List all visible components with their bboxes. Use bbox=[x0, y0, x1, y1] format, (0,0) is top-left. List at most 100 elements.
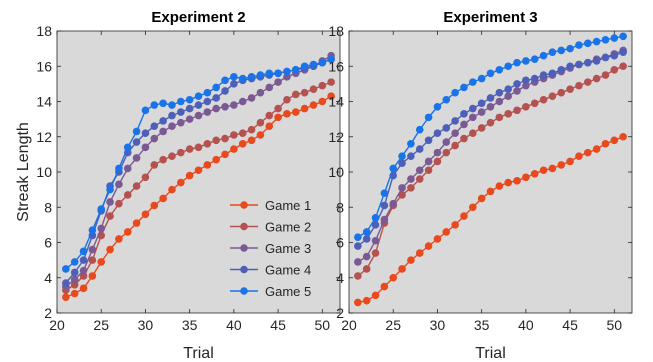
data-point bbox=[132, 219, 141, 227]
data-point bbox=[495, 97, 504, 106]
data-point bbox=[442, 148, 451, 157]
data-point bbox=[575, 152, 583, 160]
data-point bbox=[424, 242, 433, 250]
data-point bbox=[88, 226, 97, 234]
data-point bbox=[371, 221, 380, 229]
x-tick-label: 50 bbox=[315, 317, 331, 333]
data-point bbox=[610, 34, 619, 42]
data-point bbox=[592, 74, 601, 83]
legend: Game 1 Game 2 Game 3 Game 4 Game 5 bbox=[221, 191, 324, 303]
data-point bbox=[247, 73, 256, 81]
data-point bbox=[460, 83, 468, 92]
data-point bbox=[354, 258, 362, 266]
data-point bbox=[327, 92, 335, 101]
data-point bbox=[318, 58, 327, 67]
data-point bbox=[601, 36, 610, 44]
data-point bbox=[88, 245, 97, 254]
x-tick-label: 45 bbox=[562, 317, 578, 333]
data-point bbox=[256, 118, 265, 127]
data-point bbox=[283, 73, 291, 81]
data-point bbox=[238, 97, 247, 106]
data-point bbox=[70, 268, 79, 277]
data-point bbox=[62, 293, 70, 301]
y-tick-label: 10 bbox=[36, 164, 52, 180]
data-point bbox=[97, 258, 106, 266]
x-tick-label: 25 bbox=[93, 317, 109, 333]
data-point bbox=[150, 161, 159, 169]
x-tick-label: 30 bbox=[430, 317, 446, 333]
data-point bbox=[539, 95, 548, 104]
data-point bbox=[141, 173, 150, 182]
data-point bbox=[238, 129, 247, 138]
data-point bbox=[442, 95, 451, 104]
series-game-5 bbox=[354, 32, 627, 242]
data-point bbox=[575, 81, 583, 90]
data-point bbox=[398, 265, 406, 273]
y-tick-label: 8 bbox=[336, 199, 344, 215]
legend-marker bbox=[240, 287, 248, 295]
data-point bbox=[79, 272, 88, 280]
data-point bbox=[265, 69, 274, 78]
data-point bbox=[159, 99, 167, 108]
data-point bbox=[557, 88, 566, 97]
data-point bbox=[238, 140, 247, 148]
data-point bbox=[221, 150, 229, 159]
series-game-4 bbox=[354, 48, 627, 250]
data-point bbox=[291, 108, 300, 116]
data-point bbox=[177, 118, 185, 127]
data-point bbox=[513, 80, 521, 88]
data-point bbox=[150, 122, 159, 130]
data-point bbox=[557, 65, 566, 74]
data-point bbox=[477, 124, 486, 132]
data-point bbox=[194, 166, 203, 175]
data-point bbox=[380, 215, 389, 224]
data-point bbox=[168, 152, 176, 160]
data-point bbox=[398, 152, 406, 160]
data-point bbox=[460, 120, 468, 129]
series-game-2 bbox=[62, 78, 335, 294]
data-point bbox=[486, 118, 495, 127]
data-point bbox=[371, 249, 380, 257]
data-point bbox=[141, 129, 150, 138]
y-tick-label: 12 bbox=[36, 129, 52, 145]
data-point bbox=[194, 111, 203, 120]
data-point bbox=[300, 88, 309, 97]
panel-2: Experiment 3 2 4 6 8 10 12 14 16 18 20 25 30 35 40 45 50… bbox=[328, 9, 633, 362]
data-point bbox=[583, 39, 592, 48]
data-point bbox=[389, 199, 398, 208]
y-tick-label: 16 bbox=[328, 58, 344, 74]
data-point bbox=[168, 122, 176, 130]
y-tick-label: 12 bbox=[328, 129, 344, 145]
data-point bbox=[354, 233, 362, 242]
legend-item: Game 3 bbox=[230, 241, 311, 256]
data-point bbox=[141, 210, 150, 219]
data-point bbox=[354, 272, 362, 280]
data-point bbox=[548, 48, 557, 56]
data-point bbox=[203, 140, 212, 148]
data-point bbox=[132, 138, 141, 146]
data-point bbox=[70, 281, 79, 289]
data-point bbox=[159, 127, 167, 136]
data-point bbox=[513, 58, 521, 67]
data-point bbox=[221, 102, 229, 111]
data-point bbox=[530, 55, 539, 63]
x-tick-label: 25 bbox=[385, 317, 401, 333]
data-point bbox=[389, 164, 398, 173]
data-point bbox=[230, 101, 238, 109]
data-point bbox=[194, 143, 203, 152]
data-point bbox=[203, 97, 212, 106]
series-game-5 bbox=[62, 55, 335, 273]
data-point bbox=[221, 76, 229, 85]
data-point bbox=[106, 198, 114, 206]
data-point bbox=[106, 185, 114, 194]
data-point bbox=[79, 266, 88, 275]
legend-marker bbox=[240, 201, 248, 209]
data-point bbox=[371, 236, 380, 245]
data-point bbox=[469, 203, 477, 212]
data-point bbox=[592, 37, 601, 46]
data-point bbox=[477, 194, 486, 203]
data-point bbox=[150, 101, 159, 109]
data-point bbox=[530, 169, 539, 178]
data-point bbox=[592, 145, 601, 153]
